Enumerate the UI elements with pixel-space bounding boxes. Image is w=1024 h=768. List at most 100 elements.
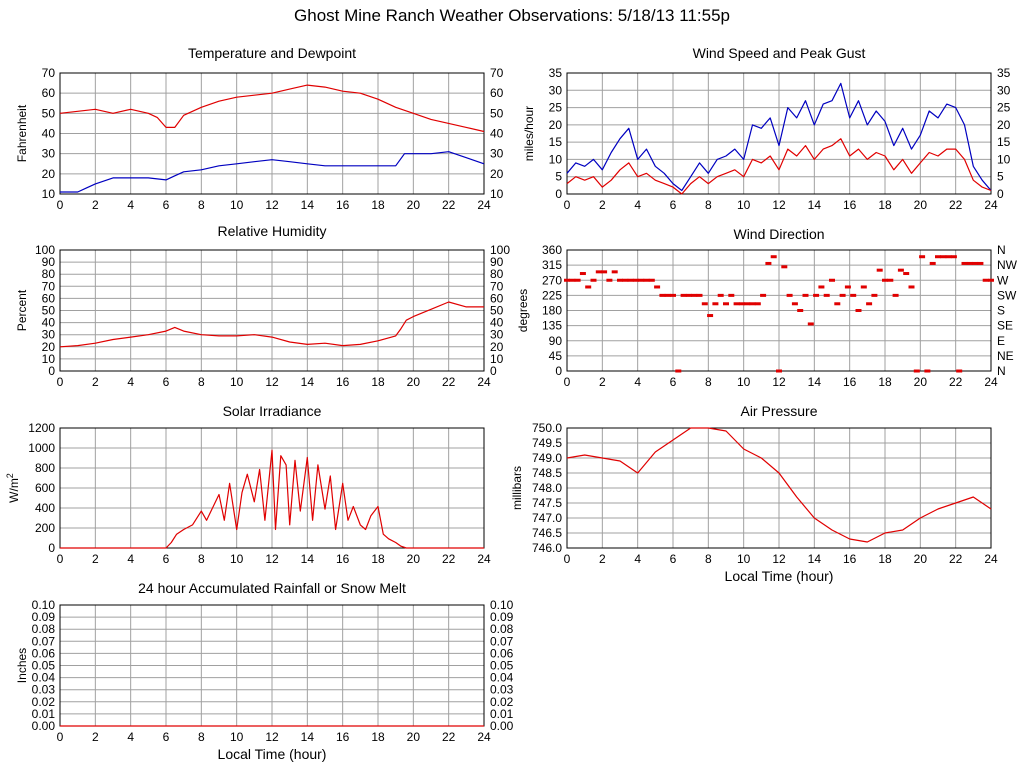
wind-ytick-right-label: 15	[997, 135, 1011, 149]
temp-xtick-label: 2	[92, 198, 99, 212]
wdir-point	[977, 261, 984, 265]
solar-ylabel: W/m2	[5, 473, 21, 503]
press-ytick-label: 748.0	[532, 481, 562, 495]
rain-xtick-label: 6	[163, 730, 170, 744]
wind-ytick-right-label: 35	[997, 66, 1011, 80]
rain-ytick-right-label: 0.03	[490, 683, 514, 697]
rain-ytick-label: 0.07	[32, 634, 56, 648]
wdir-ytick-label: 0	[555, 364, 562, 378]
press-xtick-label: 24	[984, 552, 998, 566]
wdir-point	[701, 302, 708, 306]
solar-xtick-label: 20	[407, 552, 421, 566]
rain-xtick-label: 18	[371, 730, 385, 744]
temp-ytick-label: 60	[42, 86, 56, 100]
wdir-point	[765, 261, 772, 265]
wdir-point	[908, 285, 915, 289]
wdir-ytick-right-label: NW	[997, 258, 1018, 272]
wdir-ytick-right-label: E	[997, 334, 1005, 348]
wdir-point	[760, 293, 767, 297]
press-ylabel: millibars	[510, 466, 524, 510]
solar-ytick-label: 1000	[28, 441, 55, 455]
wind-ylabel: miles/hour	[522, 106, 536, 161]
rh-ytick-label: 50	[42, 304, 56, 318]
temp-ytick-label: 50	[42, 106, 56, 120]
wind-xtick-label: 10	[737, 198, 751, 212]
wdir-point	[887, 278, 894, 282]
rh-xtick-label: 18	[371, 375, 385, 389]
temp-xtick-label: 0	[57, 198, 64, 212]
wdir-ytick-label: 135	[542, 319, 562, 333]
wdir-xtick-label: 16	[843, 375, 857, 389]
press-xtick-label: 6	[670, 552, 677, 566]
press-ytick-label: 746.5	[532, 526, 562, 540]
press-xtick-label: 2	[599, 552, 606, 566]
rh-ytick-label: 40	[42, 316, 56, 330]
wdir-point	[723, 302, 729, 306]
wdir-ytick-label: 270	[542, 273, 562, 287]
wdir-point	[728, 293, 735, 297]
page-title: Ghost Mine Ranch Weather Observations: 5…	[294, 6, 730, 25]
wdir-xtick-label: 18	[878, 375, 892, 389]
solar-ytick-label: 600	[35, 481, 55, 495]
rain-ytick-right-label: 0.05	[490, 659, 514, 673]
wdir-point	[648, 278, 655, 282]
wdir-point	[834, 302, 841, 306]
wdir-xtick-label: 24	[984, 375, 998, 389]
wdir-ytick-right-label: SE	[997, 319, 1013, 333]
wind-series-blue-line	[566, 82, 992, 192]
wdir-point	[611, 270, 618, 274]
temp-xtick-label: 20	[407, 198, 421, 212]
temp-title: Temperature and Dewpoint	[188, 45, 356, 61]
rain-ytick-label: 0.08	[32, 622, 56, 636]
wdir-point	[950, 255, 957, 259]
press-title: Air Pressure	[740, 403, 817, 419]
wdir-point	[882, 278, 888, 282]
wdir-point	[696, 293, 703, 297]
solar-frame	[59, 427, 485, 549]
wdir-xtick-label: 22	[949, 375, 963, 389]
rh-xtick-label: 0	[57, 375, 64, 389]
solar-xtick-label: 10	[230, 552, 244, 566]
rh-title: Relative Humidity	[218, 223, 327, 239]
rain-xtick-label: 8	[198, 730, 205, 744]
press-xlabel: Local Time (hour)	[725, 568, 834, 584]
wind-ytick-right-label: 30	[997, 83, 1011, 97]
solar-xtick-label: 24	[477, 552, 491, 566]
solar-xtick-label: 6	[163, 552, 170, 566]
temp-xtick-label: 18	[371, 198, 385, 212]
wdir-point	[935, 255, 941, 259]
wind-ytick-label: 25	[549, 101, 563, 115]
wind-series-red-line	[566, 138, 992, 195]
solar-xtick-label: 8	[198, 552, 205, 566]
wdir-point	[595, 270, 602, 274]
temp-xtick-label: 14	[301, 198, 315, 212]
wdir-point	[871, 293, 878, 297]
rain-ytick-label: 0.03	[32, 683, 56, 697]
rh-xtick-label: 16	[336, 375, 350, 389]
rain-xtick-label: 16	[336, 730, 350, 744]
wdir-ytick-right-label: S	[997, 304, 1005, 318]
wdir-point	[988, 278, 994, 282]
rh-ytick-label: 10	[42, 352, 56, 366]
rain-ytick-right-label: 0.09	[490, 610, 514, 624]
wdir-point	[966, 261, 973, 265]
rain-xtick-label: 0	[57, 730, 64, 744]
rh-xtick-label: 24	[477, 375, 491, 389]
wdir-point	[691, 293, 698, 297]
wdir-ytick-label: 45	[549, 349, 563, 363]
rain-xtick-label: 10	[230, 730, 244, 744]
rh-ytick-right-label: 70	[490, 279, 504, 293]
rh-ylabel: Percent	[15, 289, 29, 331]
wind-ytick-label: 10	[549, 152, 563, 166]
wdir-xtick-label: 4	[634, 375, 641, 389]
rain-xtick-label: 2	[92, 730, 99, 744]
rh-xtick-label: 6	[163, 375, 170, 389]
temp-ytick-right-label: 30	[490, 147, 504, 161]
wdir-point	[659, 293, 666, 297]
wind-ytick-right-label: 20	[997, 118, 1011, 132]
wdir-point	[754, 302, 761, 306]
wind-xtick-label: 24	[984, 198, 998, 212]
temp-series-red-line	[59, 84, 485, 133]
wdir-point	[945, 255, 952, 259]
press-series-red-line	[566, 427, 992, 543]
